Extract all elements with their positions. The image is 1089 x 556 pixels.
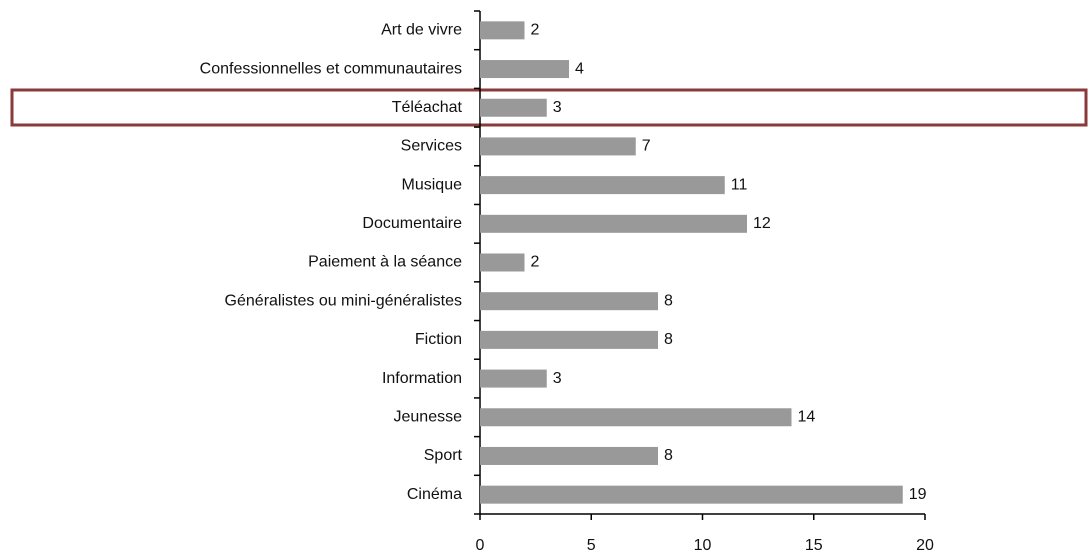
value-label: 8: [664, 447, 673, 464]
value-label: 19: [909, 486, 927, 503]
value-label: 12: [753, 215, 771, 232]
x-tick-label: 20: [916, 537, 934, 554]
value-label: 2: [531, 254, 540, 271]
y-tick-label: Art de vivre: [381, 22, 462, 39]
y-tick-label: Téléachat: [392, 99, 463, 116]
bar: [480, 98, 547, 117]
bar: [480, 292, 658, 311]
y-tick-label: Musique: [402, 176, 463, 193]
value-label: 14: [798, 408, 816, 425]
value-label: 8: [664, 331, 673, 348]
bar: [480, 137, 636, 156]
x-tick-label: 15: [805, 537, 823, 554]
value-label: 7: [642, 138, 651, 155]
y-tick-label: Fiction: [415, 331, 462, 348]
bar: [480, 176, 725, 195]
bar: [480, 408, 792, 427]
x-tick-label: 5: [587, 537, 596, 554]
bar: [480, 60, 569, 79]
y-tick-label: Documentaire: [362, 215, 462, 232]
highlight-box: [10, 88, 1088, 127]
bar: [480, 446, 658, 465]
value-label: 3: [553, 370, 562, 387]
y-tick-label: Services: [401, 138, 462, 155]
bar: [480, 21, 525, 40]
y-tick-label: Confessionnelles et communautaires: [200, 60, 462, 77]
bar: [480, 330, 658, 349]
bar: [480, 253, 525, 272]
y-tick-label: Information: [382, 370, 462, 387]
value-label: 11: [731, 176, 748, 193]
bar: [480, 214, 747, 233]
value-label: 4: [575, 60, 584, 77]
y-tick-label: Jeunesse: [394, 408, 463, 425]
bar: [480, 485, 903, 504]
value-label: 2: [531, 22, 540, 39]
bar: [480, 369, 547, 388]
x-tick-label: 0: [476, 537, 485, 554]
value-label: 8: [664, 292, 673, 309]
value-label: 3: [553, 99, 562, 116]
y-tick-label: Cinéma: [407, 486, 462, 503]
y-tick-label: Généralistes ou mini-généralistes: [225, 292, 462, 309]
y-tick-label: Paiement à la séance: [308, 254, 462, 271]
x-tick-label: 10: [694, 537, 712, 554]
y-tick-label: Sport: [424, 447, 463, 464]
